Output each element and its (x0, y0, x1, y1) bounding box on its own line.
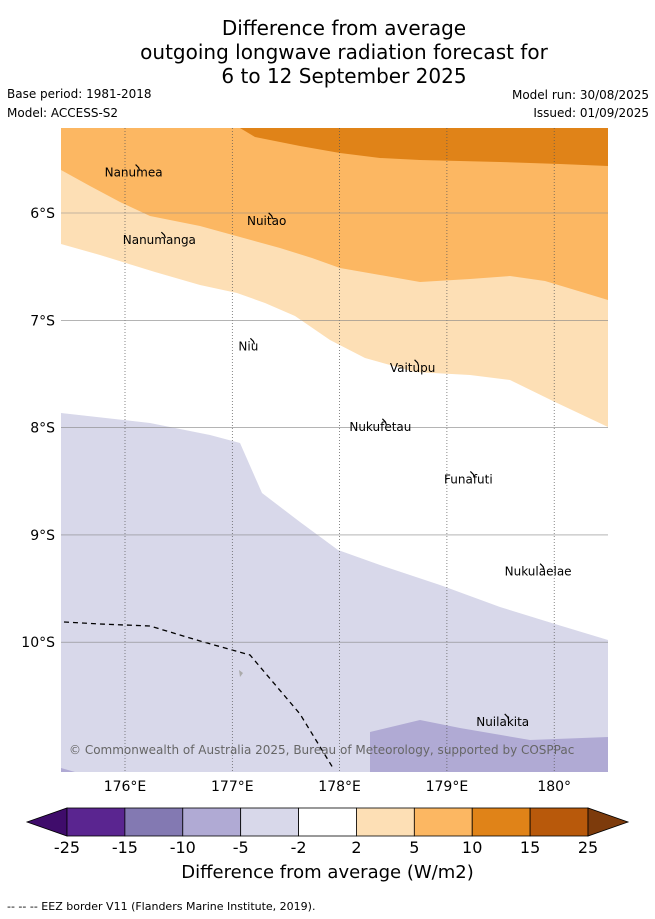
island-label: Nukulaelae (505, 565, 572, 579)
island-label: Nuitao (247, 214, 286, 228)
island-markers: Nanumea Nuitao Nanumanga Niu Vaitupu Nukufeta… (105, 164, 572, 729)
eez-legend-note: -- -- -- EEZ border V11 (Flanders Marine… (7, 900, 316, 913)
lat-tick-label: 10°S (21, 635, 55, 651)
island-label: Nanumea (105, 166, 163, 180)
contour-neg-10-to-5 (370, 720, 608, 772)
base-period: Base period: 1981-2018 (7, 87, 152, 101)
lat-tick-label: 9°S (30, 528, 55, 544)
colorbar-tick-label: -25 (54, 838, 80, 857)
map-title: Difference from average outgoing longwav… (0, 16, 655, 88)
colorbar-tick-label: 15 (520, 838, 540, 857)
island-outline (249, 337, 255, 345)
island-label: Niu (238, 339, 258, 353)
model-name: Model: ACCESS-S2 (7, 106, 119, 120)
map-plot-area (61, 128, 608, 772)
colorbar-tick-label: 25 (578, 838, 598, 857)
colorbar-label: Difference from average (W/m2) (181, 862, 474, 883)
colorbar-tick-label: -15 (112, 838, 138, 857)
colorbar-tick-label: -10 (170, 838, 196, 857)
contour-neg-5-to-2 (61, 413, 608, 772)
lat-tick-label: 6°S (30, 206, 55, 222)
colorbar-tick-label: 10 (462, 838, 482, 857)
copyright-notice: © Commonwealth of Australia 2025, Bureau… (69, 743, 574, 757)
contour-pos-10-to-15 (240, 128, 608, 166)
island-outline (268, 212, 274, 219)
colorbar-swatch (529, 807, 589, 837)
contour-pos-5-to-10 (61, 128, 608, 300)
island-outline (414, 359, 420, 366)
lon-tick-label: 180° (537, 779, 571, 795)
title-line-1: Difference from average (221, 16, 467, 40)
graticule (61, 128, 608, 772)
colorbar-swatch (413, 807, 473, 837)
lon-tick-label: 179°E (426, 779, 469, 795)
lat-tick-label: 8°S (30, 421, 55, 437)
issued-date: Issued: 01/09/2025 (533, 106, 649, 120)
island-outline (160, 231, 166, 239)
colorbar-tick-label: 2 (351, 838, 361, 857)
island-outline (469, 470, 475, 478)
colorbar-tick-label: -2 (291, 838, 307, 857)
colorbar-swatch (356, 807, 415, 837)
lon-tick-label: 177°E (211, 779, 254, 795)
colorbar-swatch (66, 807, 126, 837)
island-label: Funafuti (444, 472, 493, 486)
island-outline (135, 164, 141, 171)
lon-tick-label: 178°E (318, 779, 361, 795)
eez-border (63, 621, 334, 769)
contour-neg-10-to-5-corner (61, 768, 75, 772)
island-label: Nuilakita (476, 715, 529, 729)
longitude-labels: 176°E 177°E 178°E 179°E 180° (104, 779, 571, 795)
latitude-labels: 6°S 7°S 8°S 9°S 10°S (21, 206, 55, 651)
colorbar-swatch (298, 807, 357, 837)
colorbar-swatch (240, 807, 299, 837)
colorbar-extend-high (587, 807, 630, 837)
title-line-3: 6 to 12 September 2025 (221, 64, 467, 88)
colorbar-tick-label: 5 (409, 838, 419, 857)
title-line-2: outgoing longwave radiation forecast for (140, 40, 548, 64)
colorbar-swatch (471, 807, 531, 837)
colorbar-extend-low (25, 807, 68, 837)
island-label: Nanumanga (123, 233, 196, 247)
lon-tick-label: 176°E (104, 779, 147, 795)
colorbar-swatch (182, 807, 242, 837)
colorbar: -25 -15 -10 -5 -2 2 5 10 15 25 (25, 807, 630, 857)
island-label: Nukufetau (349, 420, 411, 434)
island-outline (539, 563, 545, 570)
lat-tick-label: 7°S (30, 313, 55, 329)
colorbar-swatch (124, 807, 184, 837)
island-label: Vaitupu (390, 361, 436, 375)
island-outline (381, 418, 387, 426)
islet-mark (239, 670, 243, 677)
island-outline (504, 713, 510, 721)
colorbar-tick-label: -5 (233, 838, 249, 857)
model-run: Model run: 30/08/2025 (511, 88, 649, 102)
